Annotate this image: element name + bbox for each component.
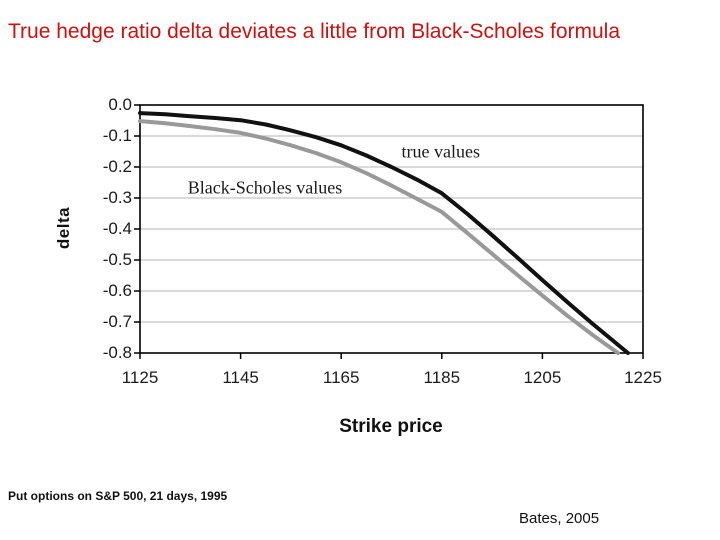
y-tick-label: 0.0	[108, 95, 132, 114]
curve-black-scholes-values	[138, 119, 620, 355]
y-tick-label: -0.4	[102, 219, 132, 238]
footnote-data-description: Put options on S&P 500, 21 days, 1995	[8, 489, 228, 503]
y-tick-label: -0.3	[102, 188, 132, 207]
x-tick-label: 1225	[624, 368, 662, 387]
x-tick-label: 1205	[523, 368, 562, 387]
y-axis-title: delta	[54, 206, 73, 250]
plot-frame	[139, 104, 644, 354]
slide-title: True hedge ratio delta deviates a little…	[8, 20, 621, 43]
y-tick-label: -0.6	[102, 281, 132, 300]
curve-true-values	[138, 111, 630, 355]
y-tick-label: -0.7	[102, 312, 132, 331]
citation: Bates, 2005	[519, 510, 600, 527]
x-axis-title: Strike price	[339, 416, 443, 437]
curve-label-black-scholes-values: Black-Scholes values	[187, 177, 343, 198]
y-tick-label: -0.2	[102, 157, 132, 176]
curve-label-true-values: true values	[401, 141, 481, 162]
y-tick-label: -0.8	[102, 343, 132, 362]
x-tick-label: 1165	[322, 368, 360, 387]
x-tick-label: 1125	[121, 368, 159, 387]
x-tick-label: 1145	[222, 368, 259, 387]
x-tick-label: 1185	[423, 368, 461, 387]
y-tick-label: -0.1	[102, 126, 132, 145]
y-tick-label: -0.5	[102, 250, 132, 269]
